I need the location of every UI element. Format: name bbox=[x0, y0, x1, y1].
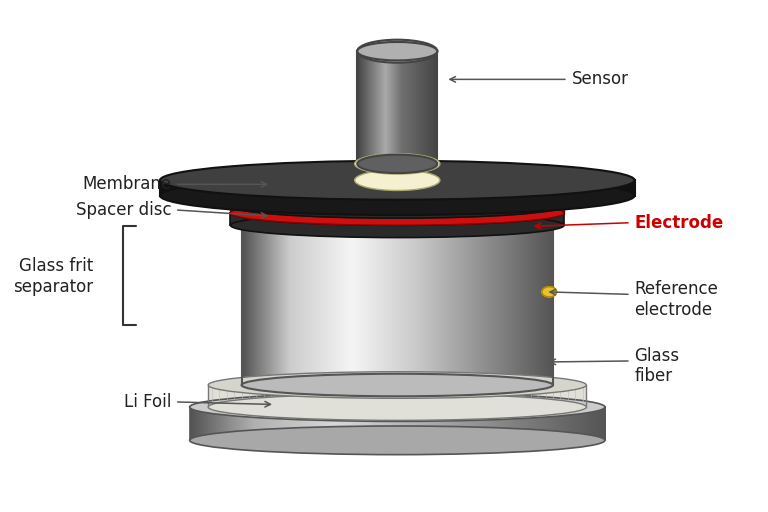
Ellipse shape bbox=[208, 394, 586, 420]
Bar bbox=[230, 196, 564, 206]
Bar bbox=[230, 213, 564, 225]
Ellipse shape bbox=[190, 393, 605, 421]
Text: Glass frit
separator: Glass frit separator bbox=[13, 257, 93, 296]
Ellipse shape bbox=[355, 170, 440, 190]
Ellipse shape bbox=[242, 214, 553, 237]
Ellipse shape bbox=[357, 42, 437, 60]
Circle shape bbox=[542, 287, 557, 297]
Bar bbox=[208, 385, 586, 407]
Ellipse shape bbox=[230, 201, 564, 225]
Text: Membrane: Membrane bbox=[82, 175, 171, 194]
Ellipse shape bbox=[355, 154, 440, 174]
Ellipse shape bbox=[242, 374, 553, 396]
Ellipse shape bbox=[190, 426, 605, 455]
Ellipse shape bbox=[230, 194, 564, 218]
Text: Spacer disc: Spacer disc bbox=[75, 201, 171, 219]
Ellipse shape bbox=[230, 194, 564, 218]
Text: Sensor: Sensor bbox=[571, 70, 628, 89]
Text: Electrode: Electrode bbox=[634, 214, 723, 232]
Ellipse shape bbox=[208, 372, 586, 398]
Ellipse shape bbox=[230, 213, 564, 238]
Ellipse shape bbox=[357, 40, 437, 62]
Ellipse shape bbox=[160, 176, 634, 215]
Text: Glass
fiber: Glass fiber bbox=[634, 347, 680, 386]
Ellipse shape bbox=[160, 161, 634, 200]
Ellipse shape bbox=[357, 155, 437, 173]
Text: Li Foil: Li Foil bbox=[124, 393, 171, 411]
Ellipse shape bbox=[230, 183, 564, 208]
Text: Reference
electrode: Reference electrode bbox=[634, 280, 718, 319]
Ellipse shape bbox=[230, 201, 564, 225]
Bar bbox=[230, 206, 564, 213]
Bar bbox=[355, 164, 440, 180]
